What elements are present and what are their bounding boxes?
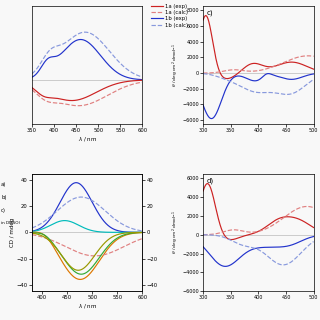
X-axis label: $\lambda$ / nm: $\lambda$ / nm xyxy=(77,135,97,143)
Y-axis label: $\theta$ / deg cm$^2$ dmol$^{-1}$: $\theta$ / deg cm$^2$ dmol$^{-1}$ xyxy=(171,43,181,87)
Text: b): b) xyxy=(1,195,7,200)
Text: in DMSO): in DMSO) xyxy=(1,220,20,225)
Y-axis label: $\theta$ / deg cm$^2$ dmol$^{-1}$: $\theta$ / deg cm$^2$ dmol$^{-1}$ xyxy=(171,211,181,254)
Text: c): c) xyxy=(1,208,6,213)
Text: c): c) xyxy=(206,10,213,16)
Text: d): d) xyxy=(206,177,214,184)
X-axis label: $\lambda$ / nm: $\lambda$ / nm xyxy=(77,302,97,310)
Legend: 1a (exp), 1a (calc), 1b (exp), 1b (calc): 1a (exp), 1a (calc), 1b (exp), 1b (calc) xyxy=(151,3,189,28)
Y-axis label: CD / mdeg: CD / mdeg xyxy=(10,218,15,247)
Text: a): a) xyxy=(1,182,6,187)
